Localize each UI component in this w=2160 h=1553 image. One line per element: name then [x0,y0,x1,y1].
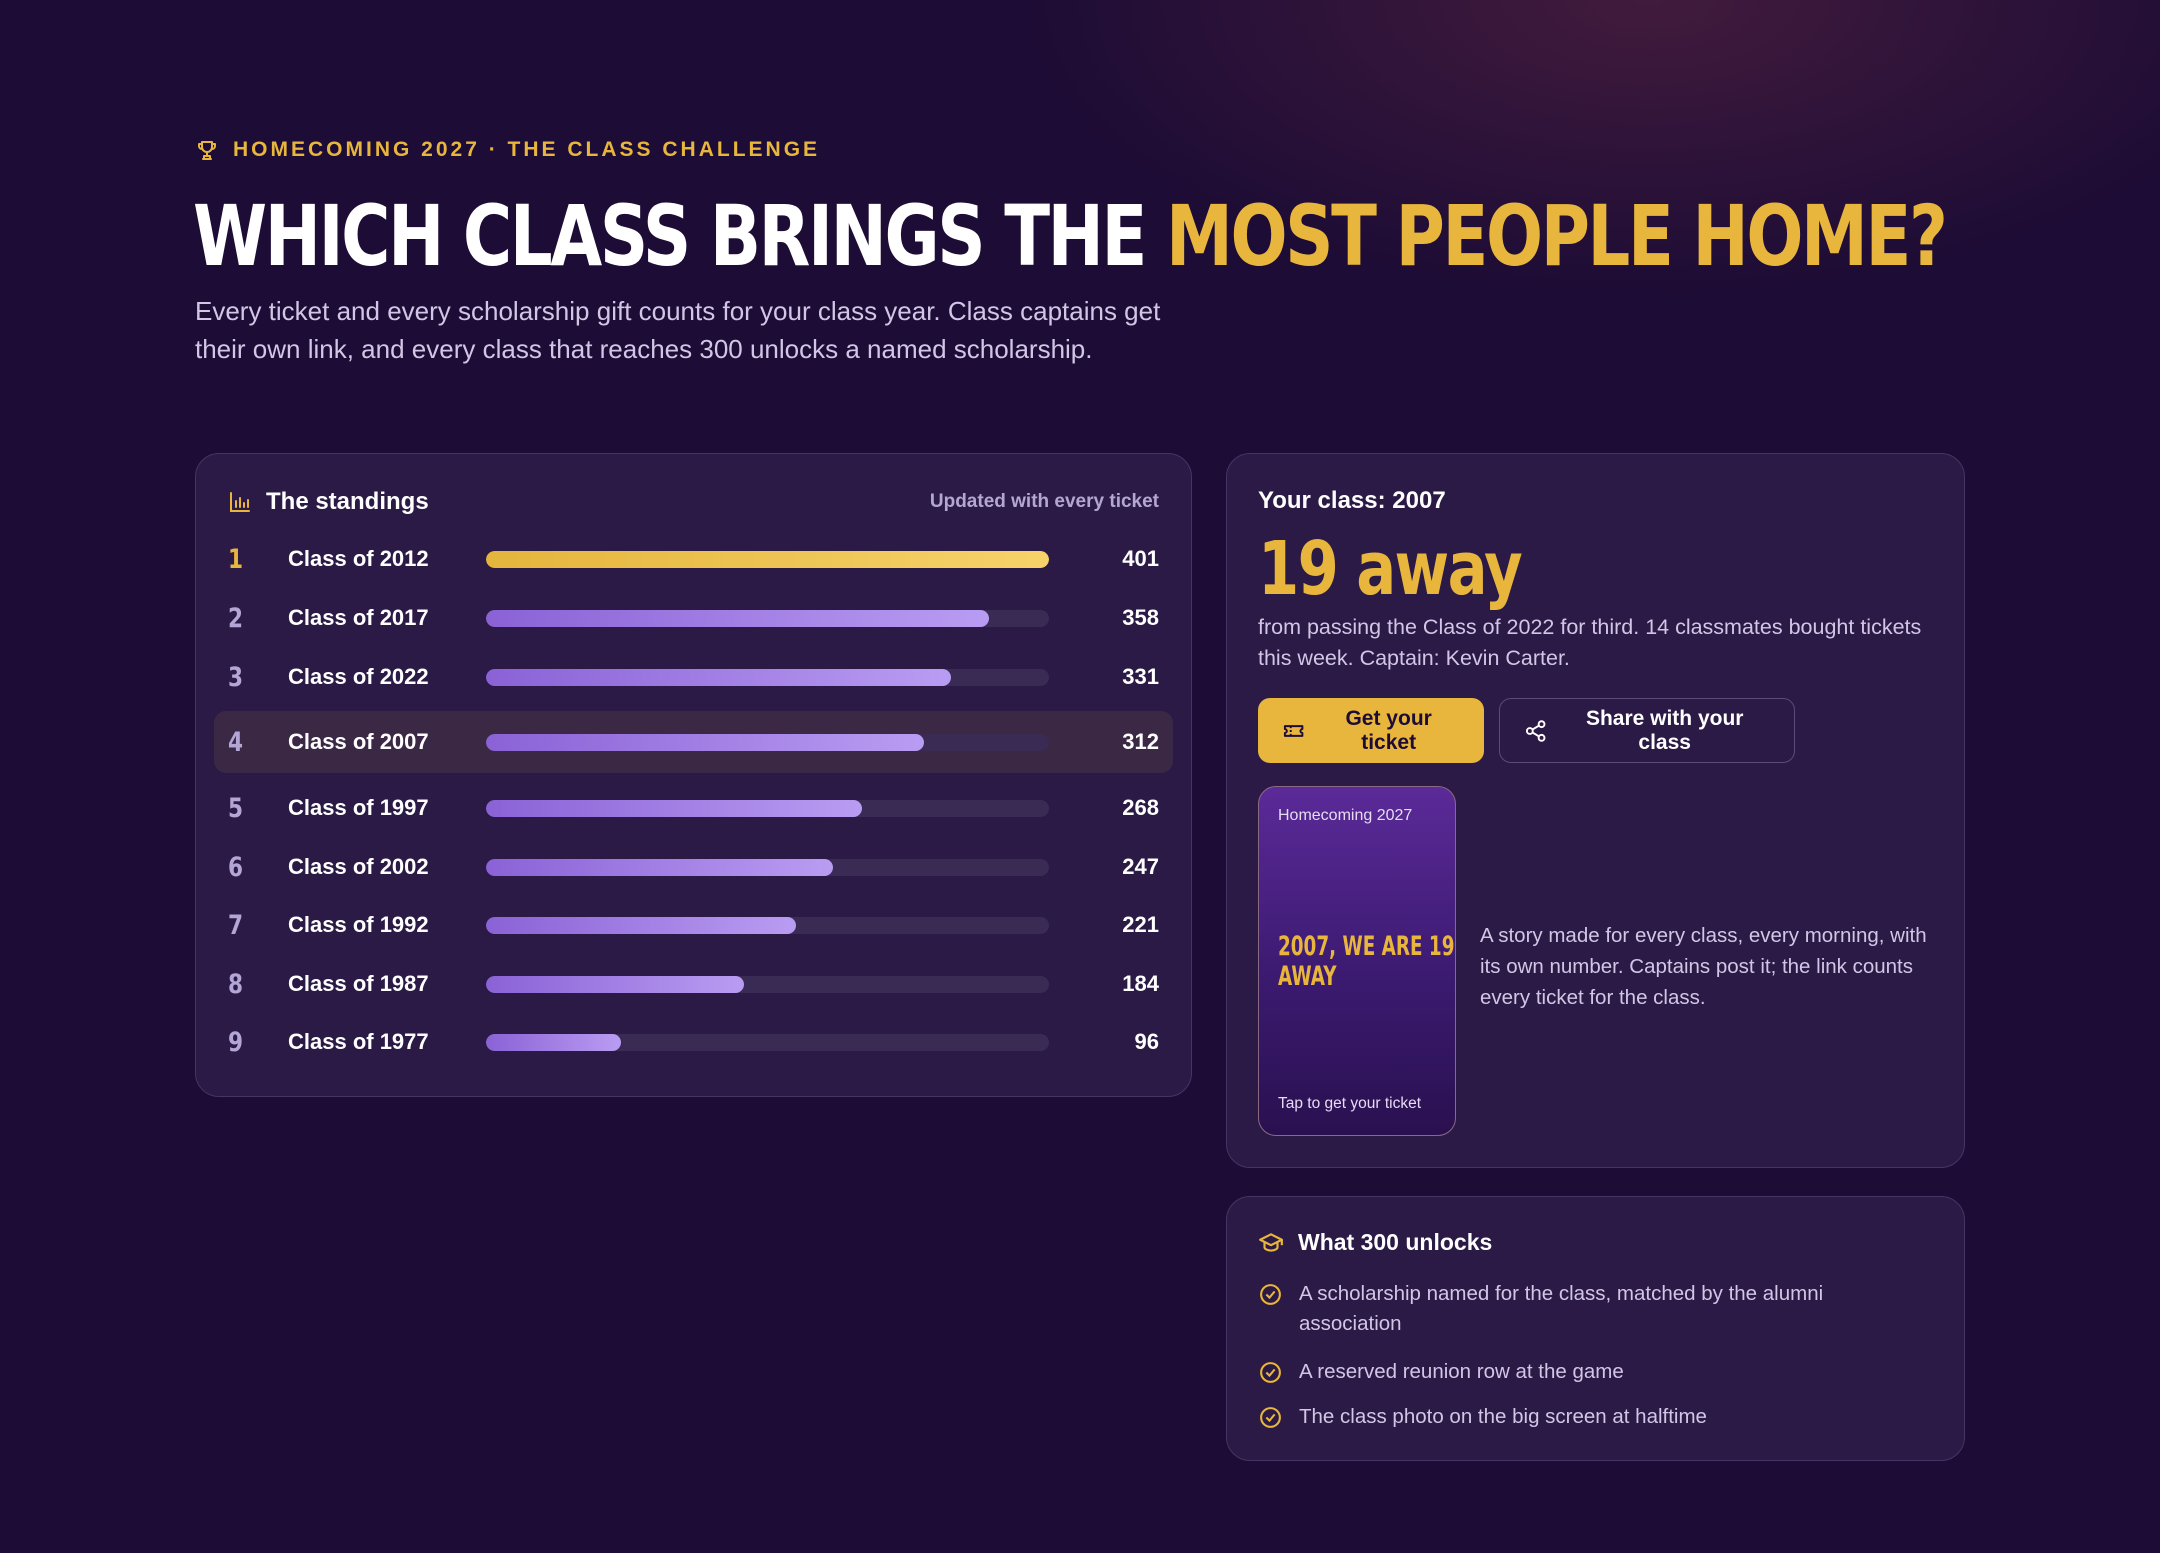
class-label: Class of 2007 [288,729,429,754]
standings-row: 3 Class of 2022 331 [228,657,1159,697]
class-label: Class of 2022 [288,664,429,689]
rank-number: 8 [228,968,244,1000]
standings-row: 2 Class of 2017 358 [228,598,1159,638]
unlock-item: A scholarship named for the class, match… [1258,1279,1918,1339]
standings-row: 9 Class of 1977 96 [228,1022,1159,1062]
ticket-count: 247 [1122,854,1159,879]
bar-chart-icon [230,492,250,512]
story-top-text: Homecoming 2027 [1278,807,1413,824]
page-title: WHICH CLASS BRINGS THE MOST PEOPLE HOME? [193,187,1948,285]
your-class-desc: from passing the Class of 2022 for third… [1258,615,1922,670]
ticket-count: 358 [1122,605,1159,630]
share-icon [1525,719,1546,742]
standings-card: The standings Updated with every ticket … [195,453,1192,1097]
get-ticket-button[interactable]: Get your ticket [1258,698,1484,763]
your-class-card: Your class: 2007 19 away from passing th… [1226,453,1965,1168]
progress-track [486,916,1049,934]
class-label: Class of 2017 [288,605,429,630]
standings-row: 8 Class of 1987 184 [228,964,1159,1004]
progress-track [486,733,1049,751]
progress-track [486,975,1049,993]
unlocks-title-text: What 300 unlocks [1298,1229,1493,1255]
progress-fill [486,668,951,686]
standings-row: 5 Class of 1997 268 [228,788,1159,828]
progress-track [486,668,1049,686]
share-label: Share with your class [1585,706,1744,754]
unlock-item: The class photo on the big screen at hal… [1258,1402,1918,1432]
class-label: Class of 1997 [288,795,429,820]
class-label: Class of 1992 [288,912,429,937]
class-label: Class of 1977 [288,1029,429,1054]
rank-number: 5 [228,792,244,824]
share-button[interactable]: Share with your class [1499,698,1795,763]
ticket-count: 96 [1134,1029,1159,1054]
unlock-item-text: A scholarship named for the class, match… [1299,1282,1824,1335]
progress-fill [486,550,1049,568]
progress-fill [486,975,745,993]
progress-track [486,550,1049,568]
progress-track [486,799,1049,817]
ticket-count: 184 [1122,971,1159,996]
progress-track [486,1033,1049,1051]
ticket-count: 312 [1122,729,1159,754]
ticket-icon [1283,724,1304,737]
story-cta: Tap to get your ticket [1278,1095,1422,1112]
standings-updated: Updated with every ticket [929,491,1159,512]
rank-number: 1 [228,543,244,575]
ticket-count: 331 [1122,664,1159,689]
ticket-count: 221 [1122,912,1159,937]
check-circle-icon [1260,1407,1281,1428]
progress-fill [486,733,925,751]
progress-fill [486,799,863,817]
eyebrow: HOMECOMING 2027 · THE CLASS CHALLENGE [195,138,820,162]
unlock-item-text: A reserved reunion row at the game [1299,1360,1624,1383]
progress-track [486,858,1049,876]
rank-number: 9 [228,1026,244,1058]
rank-number: 6 [228,851,244,883]
eyebrow-text: HOMECOMING 2027 · THE CLASS CHALLENGE [233,138,821,161]
unlocks-card: What 300 unlocks A scholarship named for… [1226,1196,1965,1461]
story-headline: 2007, WE ARE 19 AWAY [1278,931,1455,992]
class-label: Class of 1987 [288,971,429,996]
progress-track [486,609,1049,627]
your-class-gap: 19 away [1258,526,1523,612]
headline-white: WHICH CLASS BRINGS THE [193,187,1147,285]
class-label: Class of 2012 [288,546,429,571]
ticket-count: 401 [1122,546,1159,571]
progress-fill [486,916,797,934]
rank-number: 4 [228,726,244,758]
class-label: Class of 2002 [288,854,429,879]
progress-fill [486,1033,621,1051]
rank-number: 2 [228,602,244,634]
rank-number: 3 [228,661,244,693]
rank-number: 7 [228,909,244,941]
headline-gold: MOST PEOPLE HOME? [1165,187,1948,285]
progress-fill [486,858,833,876]
standings-title-text: The standings [266,488,429,515]
check-circle-icon [1260,1362,1281,1383]
check-circle-icon [1260,1284,1281,1305]
progress-fill [486,609,989,627]
ticket-count: 268 [1122,795,1159,820]
unlock-item: A reserved reunion row at the game [1258,1357,1918,1387]
standings-row: 7 Class of 1992 221 [228,905,1159,945]
graduation-cap-icon [1259,1232,1283,1252]
standings-row: 6 Class of 2002 247 [228,847,1159,887]
standings-row: 1 Class of 2012 401 [228,539,1159,579]
get-ticket-label: Get your ticket [1345,706,1432,754]
standings-row: 4 Class of 2007 312 [214,711,1173,773]
subhead: Every ticket and every scholarship gift … [195,296,1161,364]
standings-header: The standings Updated with every ticket [228,488,1159,516]
standings-title: The standings [228,488,429,516]
trophy-icon [198,141,216,160]
story-caption: A story made for every class, every morn… [1480,924,1927,1009]
unlocks-title: What 300 unlocks [1258,1229,1492,1256]
your-class-label: Your class: 2007 [1258,487,1446,514]
unlock-item-text: The class photo on the big screen at hal… [1299,1405,1707,1428]
story-preview[interactable]: Homecoming 2027 2007, WE ARE 19 AWAY Tap… [1258,786,1456,1136]
